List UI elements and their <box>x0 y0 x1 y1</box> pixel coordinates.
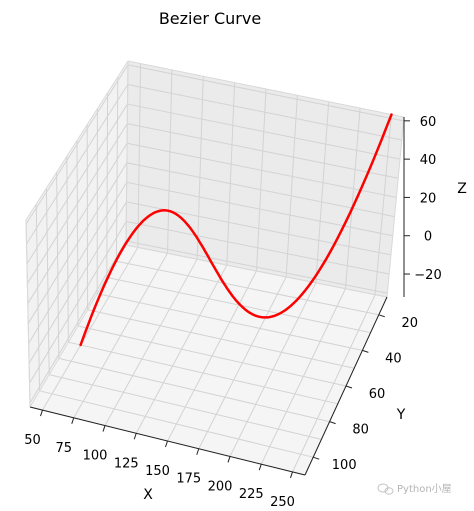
x-tick-label: 125 <box>114 456 139 471</box>
grid-line-z-side <box>29 240 127 404</box>
grid-line-y-wall <box>35 204 41 391</box>
watermark: Python小屋 <box>377 483 452 495</box>
x-tick-mark <box>290 471 293 479</box>
x-tick-label: 100 <box>83 449 108 464</box>
grid-line-y-floor <box>49 374 322 440</box>
x-tick-label: 200 <box>208 479 233 494</box>
x-tick-mark <box>102 425 106 432</box>
grid-line-x-wall <box>315 101 330 283</box>
y-tick-mark <box>362 349 369 353</box>
wechat-icon <box>377 483 394 495</box>
grid-line-z-side <box>29 221 127 384</box>
y-tick-mark <box>313 456 320 460</box>
grid-line-z-back <box>127 123 399 179</box>
x-tick-mark <box>133 433 137 440</box>
x-tick-label: 250 <box>270 495 295 510</box>
y-tick-label: 40 <box>385 351 402 366</box>
pane-edge <box>386 116 405 298</box>
pane-edge <box>125 60 129 246</box>
watermark-text: Python小屋 <box>397 483 452 495</box>
grid-line-y-wall <box>115 76 119 262</box>
grid-line-z-side <box>26 103 128 265</box>
grid-line-z-side <box>25 64 129 225</box>
x-tick-mark <box>196 448 200 455</box>
x-tick-mark <box>258 464 262 471</box>
x-tick-mark <box>40 409 43 417</box>
back-pane-x <box>26 61 128 407</box>
grid-line-y-wall <box>45 188 50 375</box>
grid-line-z-back <box>126 181 393 237</box>
grid-line-y-floor <box>87 309 355 369</box>
grid-line-y-floor <box>116 260 379 316</box>
grid-line-x-wall <box>226 82 236 266</box>
pane-edge <box>25 219 31 408</box>
y-tick-label: 20 <box>402 316 419 331</box>
grid-line-x-wall <box>344 108 361 289</box>
x-tick-label: 175 <box>176 472 201 487</box>
x-tick-label: 50 <box>24 433 41 448</box>
grid-line-y-wall <box>56 172 60 359</box>
grid-line-z-back <box>125 240 388 294</box>
grid-line-z-side <box>28 182 128 344</box>
z-tick-label: 0 <box>424 230 432 245</box>
x-tick-mark <box>71 417 75 424</box>
grid-line-x-wall <box>285 95 298 277</box>
grid-line-z-back <box>126 221 390 275</box>
grid-line-y-floor <box>68 341 338 405</box>
grid-line-z-side <box>28 201 127 364</box>
pane-edge <box>125 244 388 298</box>
grid-line-y-floor <box>58 357 330 423</box>
grid-line-y-floor <box>97 293 363 351</box>
y-tick-label: 60 <box>369 387 386 402</box>
grid-line-x-wall <box>167 69 173 254</box>
grid-line-y-wall <box>106 92 109 278</box>
z-tick-label: 40 <box>420 153 437 168</box>
grid-line-x-wall <box>196 76 204 260</box>
pane-edge <box>127 60 405 118</box>
bezier-curve-line <box>79 113 393 347</box>
data-series <box>79 113 393 347</box>
chart-title: Bezier Curve <box>159 9 261 28</box>
z-tick-label: −20 <box>414 268 441 283</box>
grid-line-y-floor <box>39 390 314 458</box>
axis-panes <box>26 61 404 475</box>
pane-edge <box>25 60 129 221</box>
grid-line-z-side <box>27 162 128 324</box>
grid-line-x-wall <box>256 88 267 272</box>
grid-line-z-side <box>26 123 128 284</box>
y-tick-label: 100 <box>332 458 357 473</box>
grid-line-z-side <box>27 142 128 304</box>
y-tick-label: 80 <box>352 423 369 438</box>
floor-pane <box>30 245 387 475</box>
grid-line-z-back <box>127 142 397 198</box>
tick-labels: 250 225 200 175 150 125 100 75 50 20 40 60 80 100 −20 0… <box>24 115 441 510</box>
x-axis-label: X <box>143 487 153 503</box>
grid-line-z-back <box>127 103 401 160</box>
z-axis-label: Z <box>457 181 467 197</box>
grid-line-z-side <box>26 84 129 245</box>
y-tick-mark <box>378 314 385 318</box>
grid-line-z-back <box>127 64 404 122</box>
grid-line-y-wall <box>76 140 79 327</box>
grid-line-x-wall <box>374 114 392 295</box>
y-tick-mark <box>329 421 336 425</box>
y-tick-mark <box>345 385 353 389</box>
grid-line-z-back <box>126 162 395 218</box>
y-axis-label: Y <box>396 407 406 423</box>
x-tick-label: 150 <box>145 464 170 479</box>
x-tick-mark <box>165 440 168 448</box>
grid-line-x-wall <box>137 63 142 248</box>
grid-line-z-back <box>127 83 402 141</box>
x-tick-label: 75 <box>55 441 72 456</box>
grid-line-y-floor <box>77 325 347 387</box>
z-tick-label: 60 <box>420 115 437 130</box>
z-tick-label: 20 <box>420 191 437 206</box>
back-pane-y <box>126 61 404 297</box>
x-tick-mark <box>227 456 231 463</box>
grid-line-y-wall <box>66 156 69 343</box>
x-tick-label: 225 <box>239 487 264 502</box>
